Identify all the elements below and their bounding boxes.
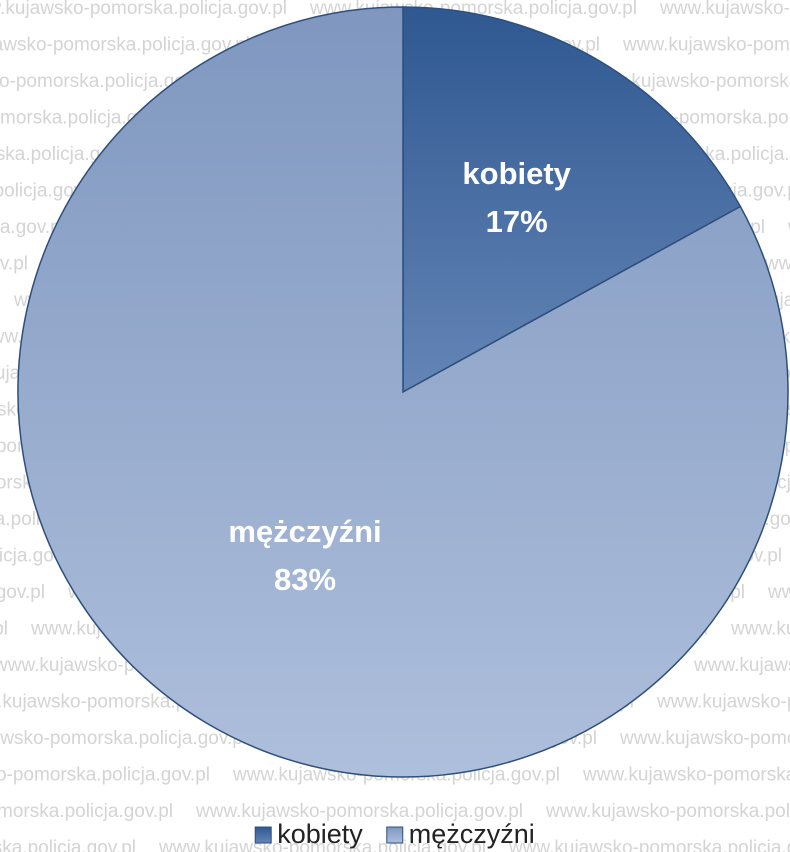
watermark-text: www.kujawsko-pomorska.policja.gov.pl xyxy=(787,217,790,238)
watermark-text: www.kujawsko-pomorska.policja.gov.pl xyxy=(619,728,790,749)
pie: kobiety 17% mężczyźni 83% xyxy=(17,6,789,778)
legend-swatch xyxy=(254,826,272,844)
watermark-text: www.kujawsko-pomorska.policja.gov.pl xyxy=(767,582,790,603)
legend-label: kobiety xyxy=(277,819,363,849)
watermark-text: www.kujawsko-pomorska.policja.gov.pl xyxy=(0,838,136,852)
watermark-text: www.kujawsko-pomorska.policja.gov.pl xyxy=(656,692,790,713)
watermark-text: www.kujawsko-pomorska.policja.gov.pl xyxy=(0,801,173,822)
slice-label: kobiety xyxy=(462,156,571,191)
watermark-text: www.kujawsko-pomorska.policja.gov.pl xyxy=(0,619,8,640)
slice-value-label: 83% xyxy=(274,562,336,597)
pie-slice xyxy=(402,6,742,394)
legend-label: mężczyźni xyxy=(409,819,535,849)
watermark-text: www.kujawsko-pomorska.policja.gov.pl xyxy=(0,765,210,786)
watermark-text: www.kujawsko-pomorska.policja.gov.pl xyxy=(158,838,486,852)
watermark-text: www.kujawsko-pomorska.policja.gov.pl xyxy=(659,0,790,19)
slice-value-label: 17% xyxy=(486,204,548,239)
watermark-text: www.kujawsko-pomorska.policja.gov.pl xyxy=(622,35,790,56)
watermark-text: www.kujawsko-pomorska.policja.gov.pl xyxy=(508,838,790,852)
legend: kobiety mężczyźni xyxy=(254,819,535,849)
watermark-text: www.kujawsko-pomorska.policja.gov.pl xyxy=(195,801,523,822)
watermark-text: www.kujawsko-pomorska.policja.gov.pl xyxy=(0,35,250,56)
watermark-text: www.kujawsko-pomorska.policja.gov.pl xyxy=(0,728,247,749)
watermark-text: www.kujawsko-pomorska.policja.gov.pl xyxy=(0,71,213,92)
watermark-text: www.kujawsko-pomorska.policja.gov.pl xyxy=(730,619,790,640)
watermark-text: www.kujawsko-pomorska.policja.gov.pl xyxy=(693,655,790,676)
watermark-text: www.kujawsko-pomorska.policja.gov.pl xyxy=(545,801,790,822)
watermark-text: www.kujawsko-pomorska.policja.gov.pl xyxy=(0,0,287,19)
slice-label: mężczyźni xyxy=(228,514,381,549)
legend-swatch xyxy=(386,826,404,844)
watermark-text: www.kujawsko-pomorska.policja.gov.pl xyxy=(0,254,28,275)
watermark-text: www.kujawsko-pomorska.policja.gov.pl xyxy=(0,582,45,603)
watermark-text: www.kujawsko-pomorska.policja.gov.pl xyxy=(0,217,65,238)
pie-slice xyxy=(17,6,789,778)
watermark-text: www.kujawsko-pomorska.policja.gov.pl xyxy=(582,765,790,786)
